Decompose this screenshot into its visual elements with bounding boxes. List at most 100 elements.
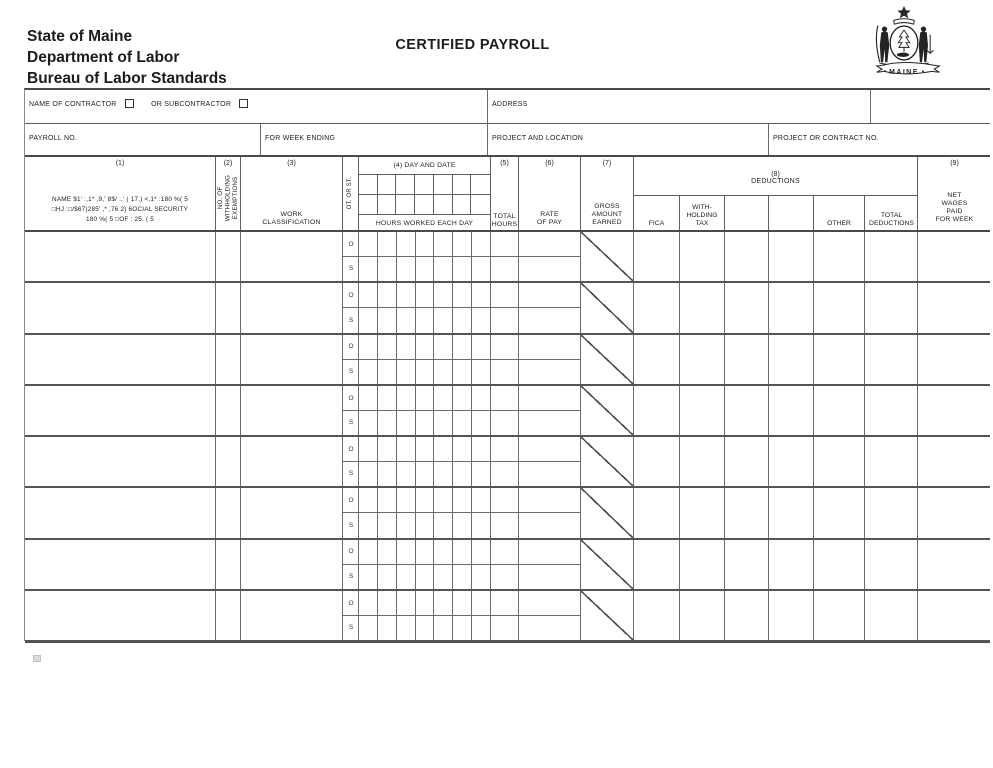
deduction-blank2-cell[interactable] — [769, 283, 814, 333]
withholding-cell[interactable] — [680, 539, 725, 589]
work-classification-cell[interactable] — [241, 283, 343, 333]
day-date-header-cell[interactable] — [433, 175, 453, 195]
day-date-header-cell[interactable] — [453, 195, 472, 215]
employee-name-cell[interactable] — [25, 590, 216, 640]
withholding-cell[interactable] — [680, 437, 725, 487]
day-date-header-cell[interactable] — [377, 175, 397, 195]
deduction-blank1-cell[interactable] — [725, 232, 769, 282]
deduction-blank1-cell[interactable] — [725, 334, 769, 384]
withholding-cell[interactable] — [680, 283, 725, 333]
exemptions-cell[interactable] — [216, 334, 241, 384]
day-date-header-cell[interactable] — [471, 175, 490, 195]
deduction-blank2-cell[interactable] — [769, 488, 814, 538]
work-classification-cell[interactable] — [241, 488, 343, 538]
fica-cell[interactable] — [634, 334, 680, 384]
exemptions-cell[interactable] — [216, 590, 241, 640]
net-wages-cell[interactable] — [918, 540, 991, 589]
other-deduction-cell[interactable] — [814, 385, 865, 435]
total-deductions-cell[interactable] — [865, 232, 918, 282]
fica-cell[interactable] — [634, 232, 680, 282]
day-date-header-cell[interactable] — [471, 195, 490, 215]
day-date-header-cell[interactable] — [359, 175, 378, 195]
net-wages-cell[interactable] — [918, 386, 991, 435]
day-date-header-cell[interactable] — [452, 175, 472, 195]
day-date-header-cell[interactable] — [415, 175, 434, 195]
other-deduction-cell[interactable] — [814, 232, 865, 282]
total-deductions-cell[interactable] — [865, 590, 918, 640]
total-deductions-cell[interactable] — [865, 539, 918, 589]
withholding-cell[interactable] — [680, 590, 725, 640]
exemptions-cell[interactable] — [216, 437, 241, 487]
other-deduction-cell[interactable] — [814, 590, 865, 640]
net-wages-cell[interactable] — [918, 283, 991, 332]
deduction-blank1-cell[interactable] — [725, 385, 769, 435]
exemptions-cell[interactable] — [216, 283, 241, 333]
fica-cell[interactable] — [634, 283, 680, 333]
fica-cell[interactable] — [634, 385, 680, 435]
work-classification-cell[interactable] — [241, 232, 343, 282]
gross-amount-cell[interactable] — [581, 488, 634, 538]
deduction-blank1-cell[interactable] — [725, 283, 769, 333]
project-contract-no-cell[interactable]: PROJECT OR CONTRACT NO. — [769, 124, 991, 155]
day-date-header-cell[interactable] — [359, 195, 378, 215]
work-classification-cell[interactable] — [241, 590, 343, 640]
contractor-cell[interactable]: NAME OF CONTRACTOR OR SUBCONTRACTOR — [25, 90, 488, 123]
address-cell[interactable]: ADDRESS — [488, 90, 871, 123]
day-date-header-cell[interactable] — [378, 195, 397, 215]
total-deductions-cell[interactable] — [865, 385, 918, 435]
withholding-cell[interactable] — [680, 334, 725, 384]
total-deductions-cell[interactable] — [865, 334, 918, 384]
deduction-blank1-cell[interactable] — [725, 590, 769, 640]
withholding-cell[interactable] — [680, 488, 725, 538]
deduction-blank2-cell[interactable] — [769, 334, 814, 384]
gross-amount-cell[interactable] — [581, 232, 634, 282]
deduction-blank1-cell[interactable] — [725, 488, 769, 538]
gross-amount-cell[interactable] — [581, 334, 634, 384]
employee-name-cell[interactable] — [25, 437, 216, 487]
exemptions-cell[interactable] — [216, 488, 241, 538]
other-deduction-cell[interactable] — [814, 334, 865, 384]
deduction-blank2-cell[interactable] — [769, 385, 814, 435]
fica-cell[interactable] — [634, 590, 680, 640]
employee-name-cell[interactable] — [25, 232, 216, 282]
gross-amount-cell[interactable] — [581, 385, 634, 435]
deduction-blank2-cell[interactable] — [769, 232, 814, 282]
withholding-cell[interactable] — [680, 385, 725, 435]
net-wages-cell[interactable] — [918, 591, 991, 640]
gross-amount-cell[interactable] — [581, 539, 634, 589]
net-wages-cell[interactable] — [918, 232, 991, 281]
exemptions-cell[interactable] — [216, 539, 241, 589]
work-classification-cell[interactable] — [241, 385, 343, 435]
deduction-blank2-cell[interactable] — [769, 590, 814, 640]
fica-cell[interactable] — [634, 539, 680, 589]
other-deduction-cell[interactable] — [814, 488, 865, 538]
fica-cell[interactable] — [634, 488, 680, 538]
net-wages-cell[interactable] — [918, 335, 991, 384]
employee-name-cell[interactable] — [25, 385, 216, 435]
other-deduction-cell[interactable] — [814, 283, 865, 333]
day-date-header-cell[interactable] — [415, 195, 434, 215]
employee-name-cell[interactable] — [25, 283, 216, 333]
work-classification-cell[interactable] — [241, 334, 343, 384]
exemptions-cell[interactable] — [216, 232, 241, 282]
week-ending-cell[interactable]: FOR WEEK ENDING — [261, 124, 488, 155]
project-location-cell[interactable]: PROJECT AND LOCATION — [488, 124, 769, 155]
withholding-cell[interactable] — [680, 232, 725, 282]
employee-name-cell[interactable] — [25, 539, 216, 589]
work-classification-cell[interactable] — [241, 539, 343, 589]
payroll-no-cell[interactable]: PAYROLL NO. — [25, 124, 261, 155]
exemptions-cell[interactable] — [216, 385, 241, 435]
work-classification-cell[interactable] — [241, 437, 343, 487]
contractor-checkbox[interactable] — [124, 99, 134, 108]
deduction-blank1-cell[interactable] — [725, 539, 769, 589]
total-deductions-cell[interactable] — [865, 488, 918, 538]
total-deductions-cell[interactable] — [865, 283, 918, 333]
gross-amount-cell[interactable] — [581, 283, 634, 333]
deduction-blank2-cell[interactable] — [769, 437, 814, 487]
day-date-header-cell[interactable] — [434, 195, 453, 215]
gross-amount-cell[interactable] — [581, 437, 634, 487]
subcontractor-checkbox[interactable] — [239, 99, 249, 108]
fica-cell[interactable] — [634, 437, 680, 487]
other-deduction-cell[interactable] — [814, 539, 865, 589]
top-right-box[interactable] — [871, 90, 991, 123]
